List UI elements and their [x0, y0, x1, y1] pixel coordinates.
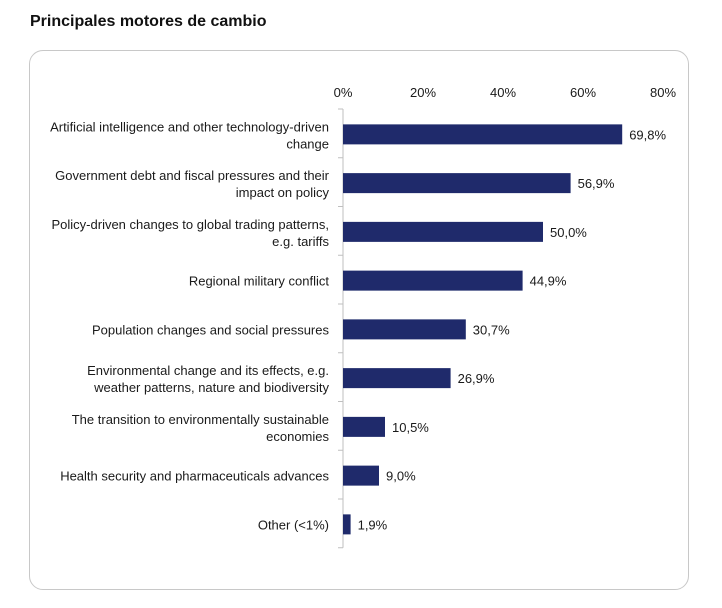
category-label-line: Regional military conflict: [189, 274, 330, 289]
value-label: 56,9%: [578, 176, 615, 191]
category-label-line: The transition to environmentally sustai…: [72, 412, 329, 427]
category-label: Other (<1%): [258, 517, 329, 532]
x-tick-label: 20%: [410, 85, 436, 100]
category-label-line: Health security and pharmaceuticals adva…: [60, 469, 329, 484]
category-label: Health security and pharmaceuticals adva…: [60, 469, 329, 484]
value-label: 1,9%: [358, 517, 388, 532]
x-tick-label: 80%: [650, 85, 676, 100]
category-label-line: Population changes and social pressures: [92, 322, 330, 337]
x-tick-label: 60%: [570, 85, 596, 100]
category-label: Regional military conflict: [189, 274, 330, 289]
value-label: 50,0%: [550, 225, 587, 240]
bar: [343, 319, 466, 340]
value-label: 26,9%: [458, 371, 495, 386]
category-label-line: Policy-driven changes to global trading …: [52, 217, 330, 232]
category-label-line: e.g. tariffs: [272, 234, 329, 249]
bar: [343, 368, 451, 389]
category-label: Policy-driven changes to global trading …: [52, 217, 330, 249]
bar: [343, 416, 385, 437]
category-label-line: Other (<1%): [258, 517, 329, 532]
value-label: 30,7%: [473, 322, 510, 337]
bar: [343, 465, 379, 486]
category-label: Government debt and fiscal pressures and…: [55, 168, 330, 200]
category-label-line: Artificial intelligence and other techno…: [50, 119, 329, 134]
category-label-line: Government debt and fiscal pressures and…: [55, 168, 330, 183]
bar: [343, 514, 351, 535]
x-tick-label: 0%: [334, 85, 353, 100]
value-label: 44,9%: [530, 274, 567, 289]
value-label: 9,0%: [386, 469, 416, 484]
bar: [343, 221, 543, 242]
bar: [343, 124, 623, 145]
value-label: 10,5%: [392, 420, 429, 435]
category-label-line: economies: [266, 429, 329, 444]
category-label: Environmental change and its effects, e.…: [87, 363, 329, 395]
x-tick-label: 40%: [490, 85, 516, 100]
category-label-line: change: [286, 136, 329, 151]
bar: [343, 173, 571, 194]
value-label: 69,8%: [629, 127, 666, 142]
category-label-line: weather patterns, nature and biodiversit…: [93, 380, 329, 395]
chart-title: Principales motores de cambio: [30, 13, 267, 30]
category-label: Artificial intelligence and other techno…: [50, 119, 329, 151]
category-label-line: Environmental change and its effects, e.…: [87, 363, 329, 378]
category-label: Population changes and social pressures: [92, 322, 330, 337]
bar: [343, 270, 523, 291]
category-label: The transition to environmentally sustai…: [72, 412, 330, 444]
category-label-line: impact on policy: [236, 185, 330, 200]
